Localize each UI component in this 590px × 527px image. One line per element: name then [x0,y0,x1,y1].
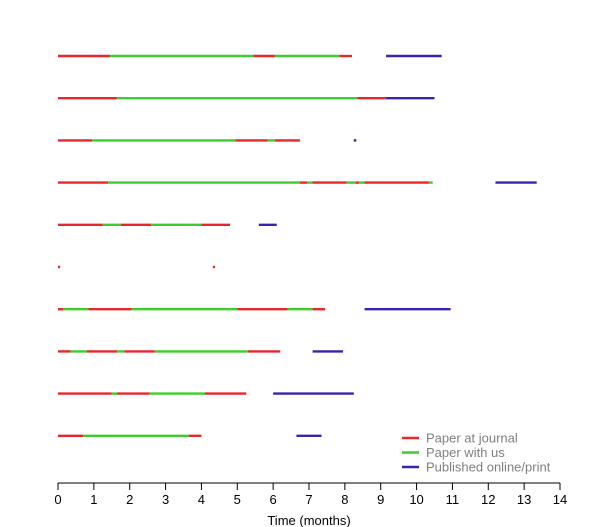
x-tick-label: 12 [481,492,495,507]
x-tick-label: 13 [517,492,531,507]
x-tick-label: 0 [54,492,61,507]
timeline-rows [58,54,537,437]
x-tick-label: 11 [446,492,460,507]
x-tick-label: 3 [162,492,169,507]
legend-label-paper-with-us: Paper with us [426,445,505,460]
x-tick-label: 7 [305,492,312,507]
x-tick-label: 9 [377,492,384,507]
x-tick-label: 5 [234,492,241,507]
legend-label-published-online-print: Published online/print [426,460,551,475]
x-tick-label: 14 [553,492,567,507]
x-axis: 0 1 2 3 4 5 6 7 8 9 10 11 12 13 14 Time (months) [54,482,567,527]
x-axis-ticks: 0 1 2 3 4 5 6 7 8 9 10 11 12 13 14 [54,483,567,507]
x-tick-label: 6 [270,492,277,507]
x-tick-label: 10 [409,492,423,507]
legend-label-paper-at-journal: Paper at journal [426,431,518,446]
x-axis-title: Time (months) [267,513,350,527]
x-tick-label: 8 [341,492,348,507]
x-tick-label: 4 [198,492,205,507]
x-tick-label: 1 [90,492,97,507]
x-tick-label: 2 [126,492,133,507]
